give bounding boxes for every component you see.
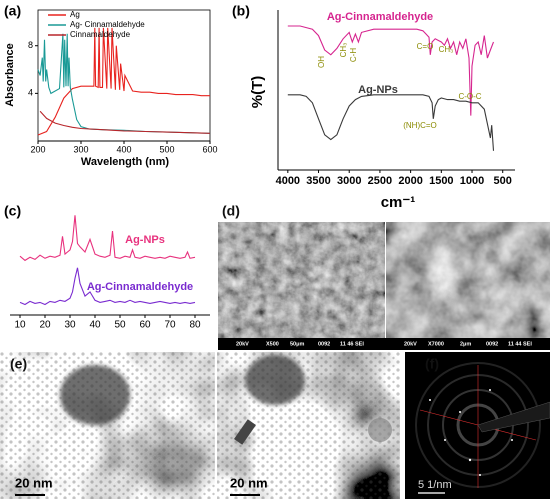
series-line xyxy=(19,215,196,262)
x-tick-label: 2000 xyxy=(398,175,422,187)
caption: 0092 xyxy=(486,341,498,347)
legend-label: Cinnamaldehyde xyxy=(70,30,131,39)
caption: 50μm xyxy=(290,341,304,347)
sem-image xyxy=(218,222,385,350)
beam-stopper xyxy=(477,401,550,433)
annotation: C-O-C xyxy=(458,92,481,101)
x-tick-label: 10 xyxy=(14,320,26,331)
legend-label: Ag xyxy=(70,10,80,19)
series-line xyxy=(19,267,196,306)
annotation: C-H xyxy=(349,48,358,62)
x-axis-label: cm⁻¹ xyxy=(381,194,416,211)
panel-label: (e) xyxy=(10,356,27,372)
x-tick-label: 50 xyxy=(114,320,126,331)
x-tick-label: 300 xyxy=(73,144,88,154)
x-tick-label: 4000 xyxy=(276,175,300,187)
x-tick-label: 500 xyxy=(159,144,174,154)
x-tick-label: 500 xyxy=(494,175,512,187)
panel-label: (d) xyxy=(222,203,240,219)
series-line xyxy=(287,25,495,116)
series-line xyxy=(37,27,210,136)
x-axis-label: Wavelength (nm) xyxy=(81,156,170,168)
x-tick-label: 60 xyxy=(139,320,151,331)
legend-label: Ag- Cinnamaldehyde xyxy=(70,20,145,29)
x-tick-label: 3500 xyxy=(306,175,330,187)
panel-label: (a) xyxy=(4,3,21,19)
caption: 20kV xyxy=(236,341,249,347)
panel-label: (c) xyxy=(4,203,21,219)
saed-panel: 5 1/nm (f) xyxy=(405,352,550,499)
x-tick-label: 30 xyxy=(64,320,76,331)
cluster xyxy=(245,355,305,405)
x-tick-label: 400 xyxy=(116,144,131,154)
x-tick-label: 20 xyxy=(39,320,51,331)
x-tick-label: 40 xyxy=(89,320,101,331)
caption-bar xyxy=(218,338,550,350)
caption: 0092 xyxy=(318,341,330,347)
series-label: Ag-Cinnamaldehyde xyxy=(87,281,193,293)
caption: 11 46 SEI xyxy=(340,341,364,347)
x-tick-label: 1000 xyxy=(460,175,484,187)
scale-label: 20 nm xyxy=(15,475,53,490)
annotation: (NH)C=O xyxy=(403,121,437,130)
sem-panel: 20kV X500 50μm 0092 11 46 SEI 20kV X7000… xyxy=(218,203,550,350)
rod xyxy=(234,419,256,445)
annotation: C=O xyxy=(417,42,434,51)
x-tick-label: 600 xyxy=(202,144,217,154)
annotation: OH xyxy=(317,56,326,68)
series-label: Ag-NPs xyxy=(125,234,165,246)
series-line xyxy=(39,110,211,134)
tem-panel: 20 nm 20 nm (e) xyxy=(0,352,400,499)
annotation: CH₃ xyxy=(339,43,348,58)
sem-image xyxy=(386,222,550,350)
y-tick-label: 4 xyxy=(28,88,33,98)
caption: 2μm xyxy=(460,341,471,347)
scale-label: 20 nm xyxy=(230,475,268,490)
caption: 20kV xyxy=(404,341,417,347)
x-tick-label: 3000 xyxy=(337,175,361,187)
x-tick-label: 1500 xyxy=(429,175,453,187)
panel-label: (f) xyxy=(425,356,439,372)
caption: 11 44 SEI xyxy=(508,341,532,347)
x-tick-label: 200 xyxy=(30,144,45,154)
particle xyxy=(368,418,392,442)
scale-label: 5 1/nm xyxy=(418,479,452,491)
series-line xyxy=(287,94,495,151)
y-axis-label: %(T) xyxy=(249,76,266,109)
x-tick-label: 70 xyxy=(164,320,176,331)
caption: X500 xyxy=(266,341,279,347)
x-tick-label: 2500 xyxy=(368,175,392,187)
series-label: Ag-Cinnamaldehyde xyxy=(327,11,433,23)
annotation: CH₃ xyxy=(439,45,454,54)
y-tick-label: 8 xyxy=(28,40,33,50)
series-label: Ag-NPs xyxy=(358,84,398,96)
y-axis-label: Absorbance xyxy=(4,43,16,107)
cluster xyxy=(60,365,130,425)
x-tick-label: 80 xyxy=(189,320,201,331)
caption: X7000 xyxy=(428,341,444,347)
panel-label: (b) xyxy=(232,3,250,19)
